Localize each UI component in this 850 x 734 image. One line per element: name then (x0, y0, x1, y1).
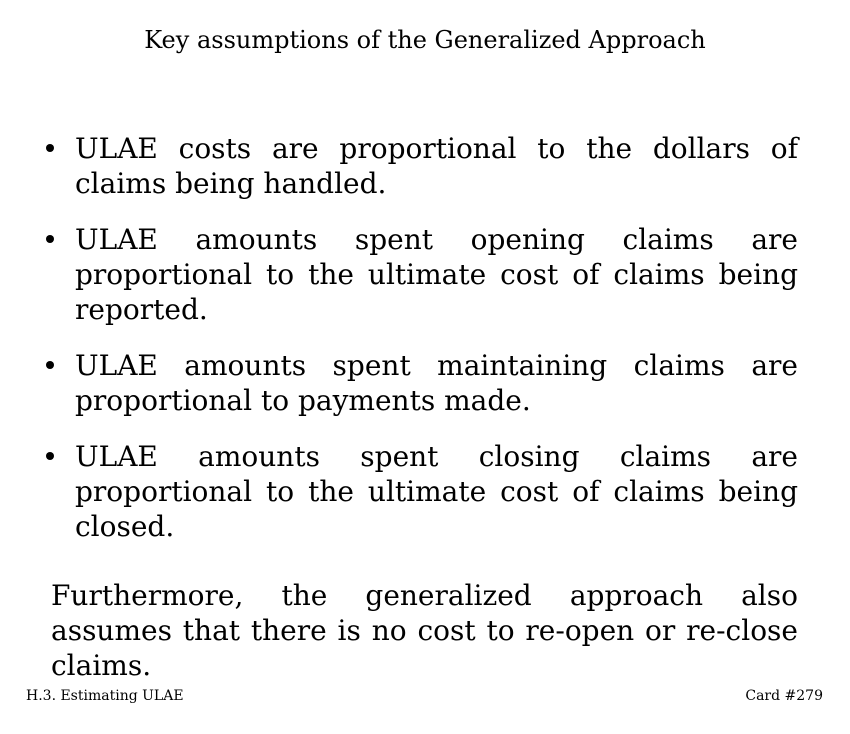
bullet-icon (46, 361, 54, 369)
list-item: ULAE amounts spent maintaining claims ar… (46, 348, 798, 418)
bullet-icon (46, 235, 54, 243)
list-item: ULAE amounts spent opening claims are pr… (46, 222, 798, 327)
bullet-icon (46, 452, 54, 460)
assumption-text: ULAE costs are proportional to the dolla… (75, 132, 798, 200)
footer-card-number: Card #279 (745, 688, 823, 704)
assumption-text: ULAE amounts spent closing claims are pr… (75, 440, 798, 543)
page-title: Key assumptions of the Generalized Appro… (144, 26, 706, 54)
list-item: ULAE amounts spent closing claims are pr… (46, 439, 798, 544)
assumption-text: ULAE amounts spent maintaining claims ar… (75, 349, 798, 417)
assumption-text: ULAE amounts spent opening claims are pr… (75, 223, 798, 326)
summary-paragraph: Furthermore, the generalized approach al… (51, 579, 798, 682)
assumptions-list: ULAE costs are proportional to the dolla… (46, 131, 798, 565)
list-item: ULAE costs are proportional to the dolla… (46, 131, 798, 201)
bullet-icon (46, 144, 54, 152)
footer-section-label: H.3. Estimating ULAE (26, 688, 184, 704)
